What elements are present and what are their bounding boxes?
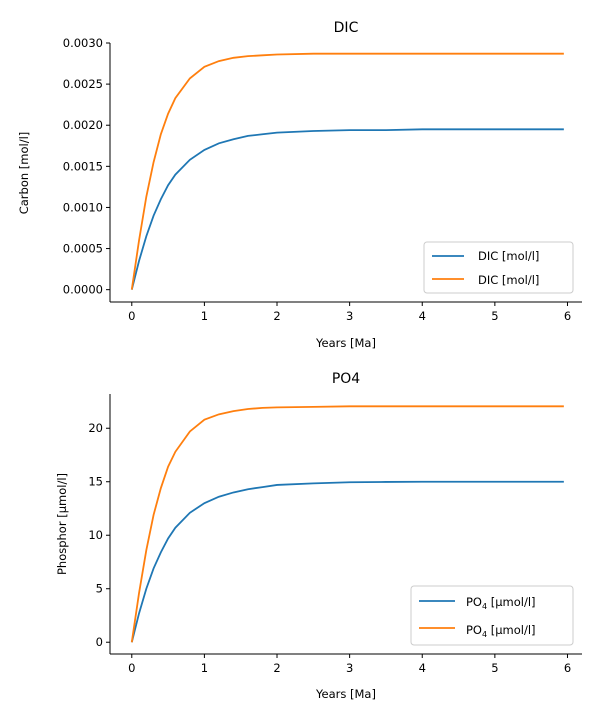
dic-ticks: 0 1 2 3 4 5 6 0.0000 0.0005 0.0010 0.0015 0.0020 0.0… <box>63 36 571 323</box>
dic-x-tick-label: 0 <box>128 309 135 323</box>
dic-legend: DIC [mol/l] DIC [mol/l] <box>423 241 574 294</box>
dic-y-tick-label: 0.0020 <box>63 118 103 132</box>
dic-y-tick-label: 0.0010 <box>63 200 103 214</box>
po4-y-tick-label: 0 <box>96 635 103 649</box>
dic-y-axis-label: Carbon [mol/l] <box>17 132 31 215</box>
po4-series-line-1 <box>130 405 564 643</box>
dic-legend-label-1: DIC [mol/l] <box>478 273 539 287</box>
po4-y-axis-label: Phosphor [µmol/l] <box>55 473 69 575</box>
dic-x-tick-label: 6 <box>564 309 571 323</box>
dic-legend-label-0: DIC [mol/l] <box>478 249 539 263</box>
po4-x-tick-label: 1 <box>201 661 208 675</box>
dic-series-line-1 <box>130 52 564 290</box>
po4-x-tick-label: 2 <box>273 661 280 675</box>
po4-legend-label-1: PO4 [µmol/l] <box>466 623 536 639</box>
po4-series-line-0 <box>130 480 564 643</box>
po4-ticks: 0 1 2 3 4 5 6 0 5 10 15 20 <box>88 421 571 675</box>
dic-y-tick-label: 0.0015 <box>63 159 103 173</box>
dic-legend-box <box>423 241 574 294</box>
po4-x-tick-label: 4 <box>419 661 426 675</box>
dic-y-tick-label: 0.0000 <box>63 283 103 297</box>
po4-series <box>130 405 564 643</box>
dic-x-tick-label: 3 <box>346 309 353 323</box>
po4-x-tick-label: 0 <box>128 661 135 675</box>
po4-legend: PO4 [µmol/l] PO4 [µmol/l] <box>410 585 574 646</box>
dic-y-tick-label: 0.0030 <box>63 36 103 50</box>
dic-x-tick-label: 4 <box>419 309 426 323</box>
po4-x-tick-label: 6 <box>564 661 571 675</box>
dic-x-tick-label: 5 <box>491 309 498 323</box>
dic-x-tick-label: 2 <box>273 309 280 323</box>
po4-x-axis-label: Years [Ma] <box>315 687 376 701</box>
po4-y-tick-label: 10 <box>88 528 103 542</box>
dic-chart-title: DIC <box>334 20 359 36</box>
dic-x-tick-label: 1 <box>201 309 208 323</box>
po4-chart: PO4 Years [Ma] Phosphor [µmol/l] 0 1 2 3 4 5 6… <box>55 371 582 701</box>
dic-x-axis-label: Years [Ma] <box>315 336 376 350</box>
dic-chart: DIC Years [Ma] Carbon [mol/l] 0 1 2 3 4 5 6 0.0… <box>17 20 582 350</box>
dic-series <box>130 52 564 290</box>
dic-y-tick-label: 0.0005 <box>63 242 103 256</box>
po4-y-tick-label: 5 <box>96 582 103 596</box>
po4-legend-label-0: PO4 [µmol/l] <box>466 595 536 611</box>
po4-x-tick-label: 3 <box>346 661 353 675</box>
po4-y-tick-label: 20 <box>88 421 103 435</box>
dic-y-tick-label: 0.0025 <box>63 77 103 91</box>
po4-x-tick-label: 5 <box>491 661 498 675</box>
dic-series-line-0 <box>130 128 564 290</box>
po4-chart-title: PO4 <box>332 371 360 387</box>
po4-y-tick-label: 15 <box>88 475 103 489</box>
